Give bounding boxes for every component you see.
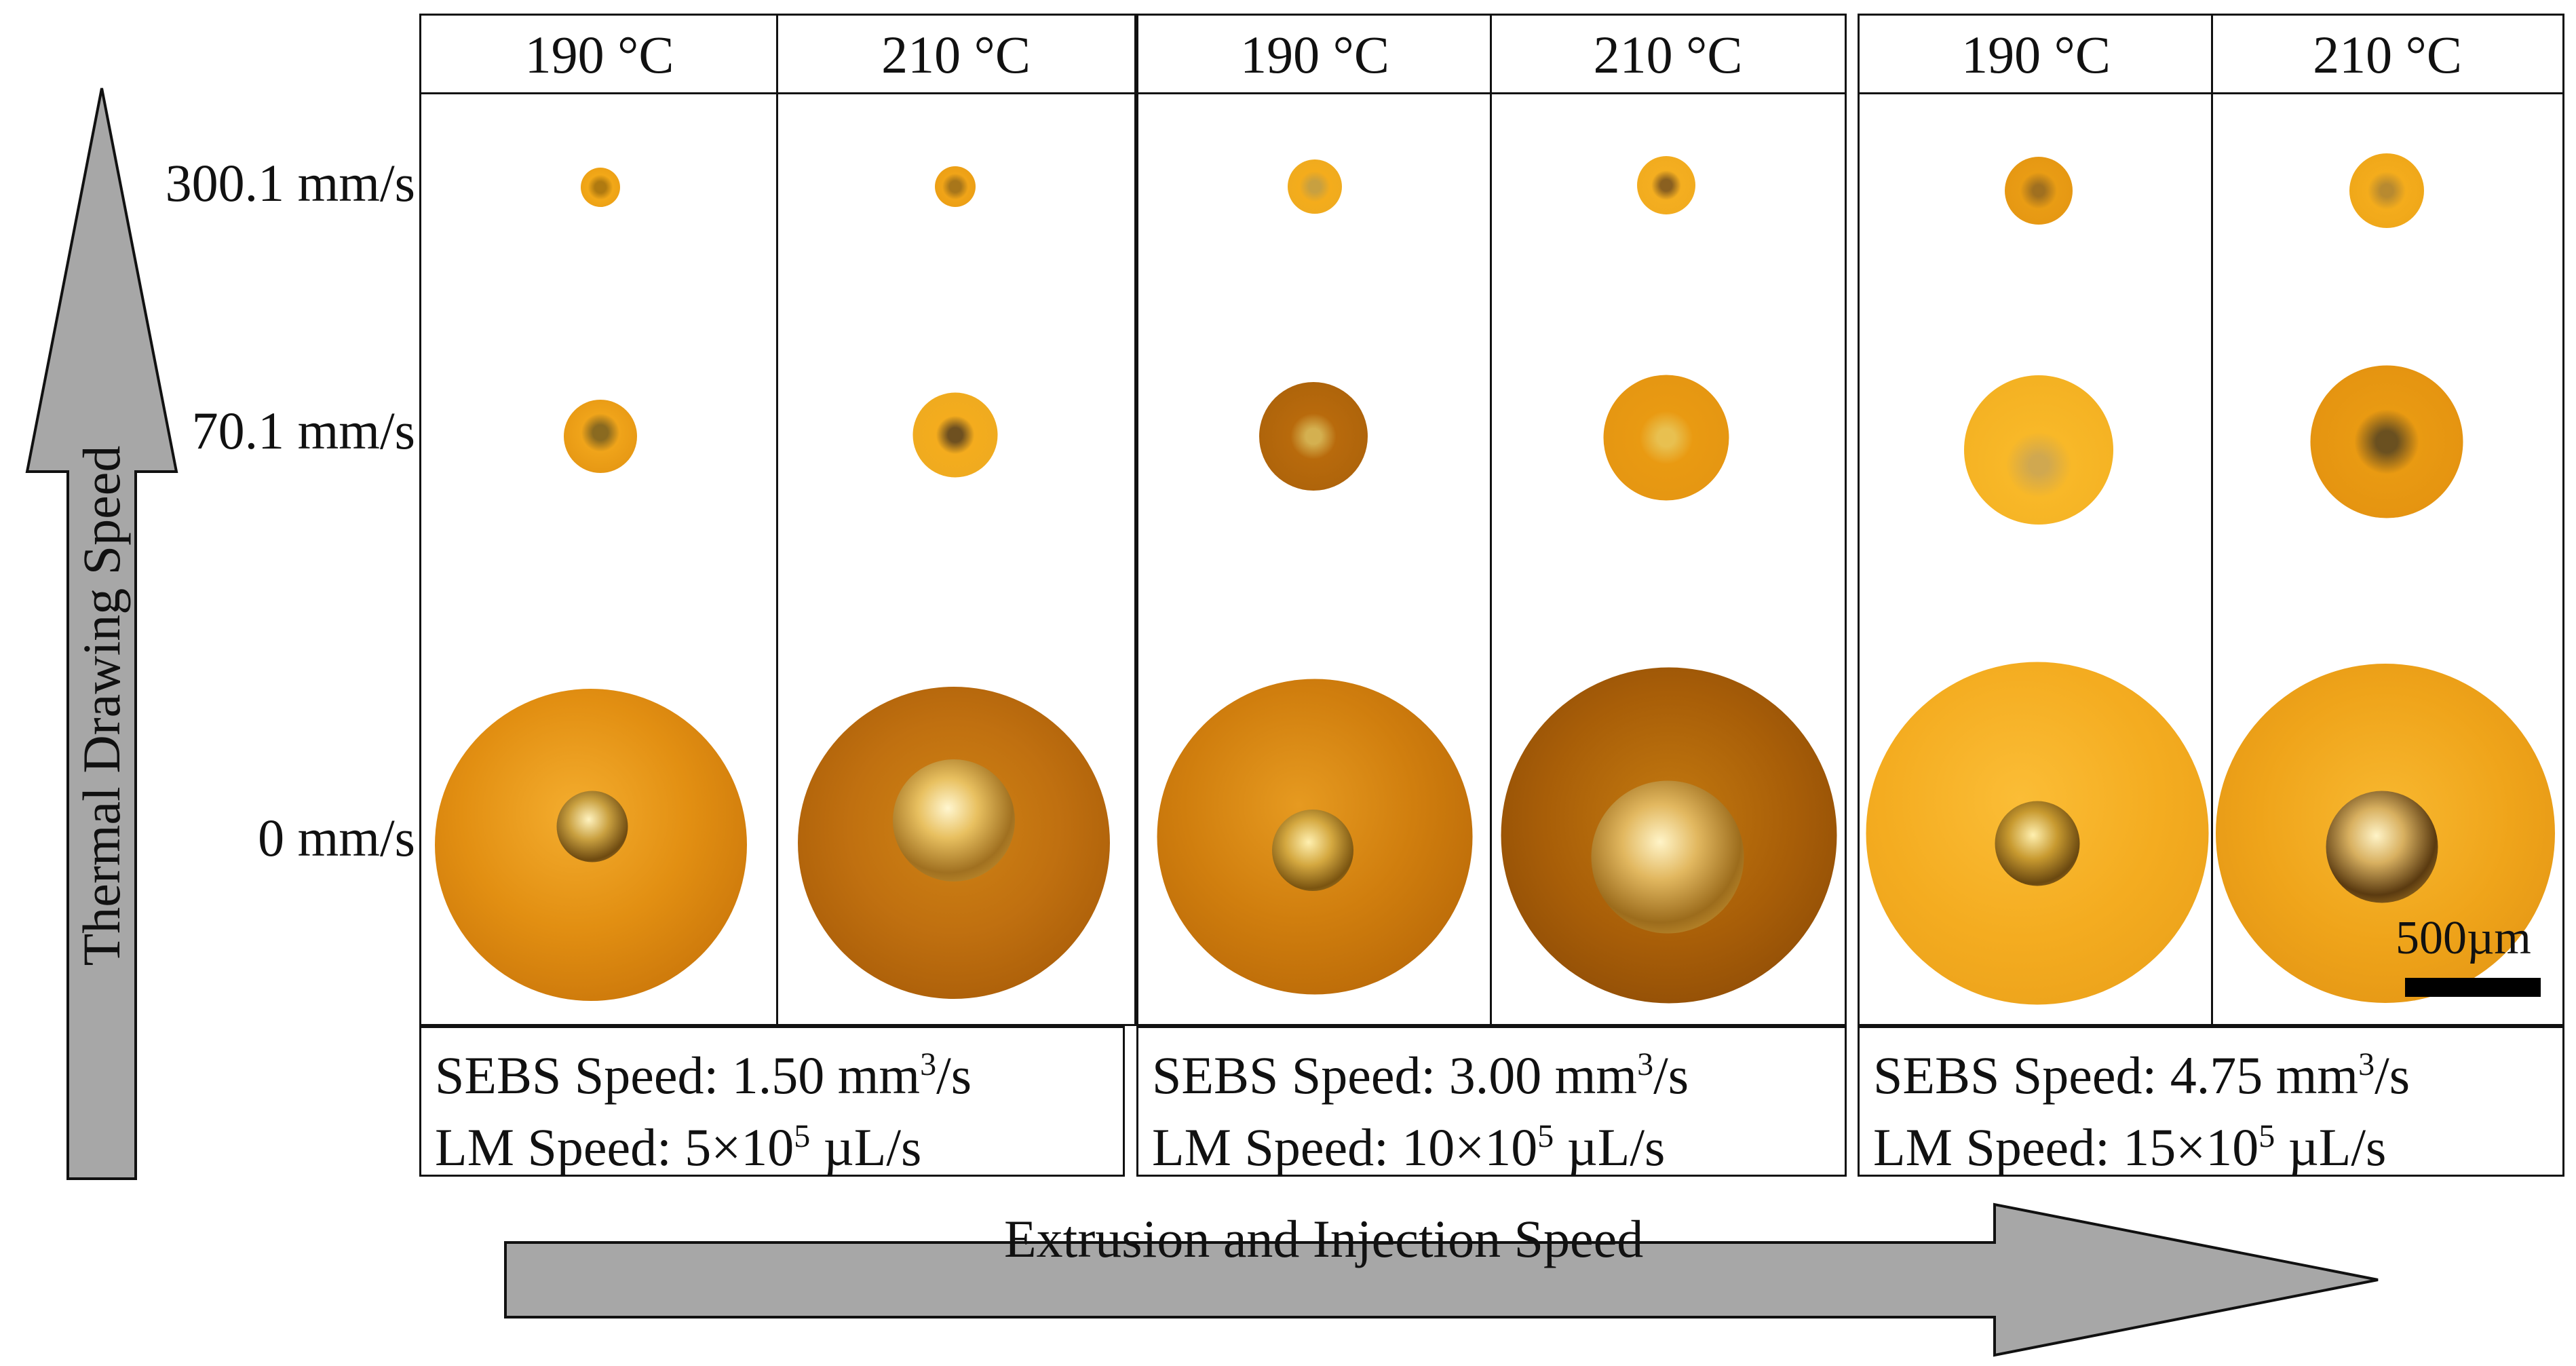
group-1-panel: 190 °C 210 °C bbox=[419, 14, 1136, 1026]
y-axis-arrow bbox=[25, 88, 178, 1180]
group-2-panel: 190 °C 210 °C bbox=[1136, 14, 1847, 1026]
fiber-cross-section-300-190 bbox=[581, 168, 620, 207]
group-2-temp-190: 190 °C bbox=[1240, 24, 1389, 84]
liquid-metal-core-0-210 bbox=[893, 759, 1015, 881]
fiber-cross-section-300-210 bbox=[2349, 153, 2424, 228]
fiber-cross-section-70-210 bbox=[912, 392, 998, 478]
row-label-70: 70.1 mm/s bbox=[191, 401, 415, 460]
group-3-lm-speed: LM Speed: 15×105 µL/s bbox=[1873, 1118, 2387, 1177]
group-2-caption: SEBS Speed: 3.00 mm3/s LM Speed: 10×105 … bbox=[1136, 1026, 1847, 1177]
fiber-cross-section-70-210 bbox=[2310, 365, 2463, 518]
liquid-metal-core-0-190 bbox=[1995, 801, 2080, 886]
group-1-temp-210: 210 °C bbox=[881, 24, 1031, 84]
column-divider bbox=[1490, 16, 1492, 1024]
row-label-0: 0 mm/s bbox=[258, 808, 415, 867]
fiber-cross-section-300-190 bbox=[1288, 159, 1342, 214]
group-3-caption: SEBS Speed: 4.75 mm3/s LM Speed: 15×105 … bbox=[1858, 1026, 2564, 1177]
group-1-caption: SEBS Speed: 1.50 mm3/s LM Speed: 5×105 µ… bbox=[419, 1026, 1125, 1177]
liquid-metal-core-0-190 bbox=[556, 791, 628, 862]
group-2-sebs-speed: SEBS Speed: 3.00 mm3/s bbox=[1152, 1046, 1689, 1105]
fiber-cross-section-70-210 bbox=[1603, 375, 1729, 501]
fiber-cross-section-300-210 bbox=[935, 166, 976, 207]
group-1-temp-190: 190 °C bbox=[524, 24, 674, 84]
group-3-temp-210: 210 °C bbox=[2313, 24, 2462, 84]
group-3-panel: 190 °C 210 °C 500µm bbox=[1858, 14, 2564, 1026]
fiber-cross-section-70-190 bbox=[1259, 382, 1368, 491]
x-axis-arrow bbox=[504, 1202, 2379, 1357]
fiber-cross-section-300-190 bbox=[2005, 157, 2073, 225]
fiber-cross-section-70-190 bbox=[1964, 375, 2113, 525]
liquid-metal-core-0-190 bbox=[1272, 810, 1353, 891]
y-axis-label: Thermal Drawing Speed bbox=[72, 445, 131, 966]
row-label-300: 300.1 mm/s bbox=[165, 153, 415, 212]
fiber-cross-section-300-210 bbox=[1637, 156, 1695, 214]
group-2-temp-210: 210 °C bbox=[1593, 24, 1743, 84]
scale-bar-label: 500µm bbox=[2396, 912, 2531, 964]
column-divider bbox=[2211, 16, 2213, 1024]
x-axis-label: Extrusion and Injection Speed bbox=[1004, 1209, 1644, 1268]
group-2-lm-speed: LM Speed: 10×105 µL/s bbox=[1152, 1118, 1666, 1177]
column-divider bbox=[776, 16, 778, 1024]
fiber-cross-section-70-190 bbox=[564, 400, 637, 473]
liquid-metal-core-0-210 bbox=[1591, 780, 1744, 934]
group-1-lm-speed: LM Speed: 5×105 µL/s bbox=[435, 1118, 922, 1177]
scale-bar bbox=[2405, 978, 2541, 997]
liquid-metal-core-0-210 bbox=[2326, 791, 2438, 903]
group-3-temp-190: 190 °C bbox=[1961, 24, 2111, 84]
group-1-sebs-speed: SEBS Speed: 1.50 mm3/s bbox=[435, 1046, 972, 1105]
group-3-sebs-speed: SEBS Speed: 4.75 mm3/s bbox=[1873, 1046, 2410, 1105]
